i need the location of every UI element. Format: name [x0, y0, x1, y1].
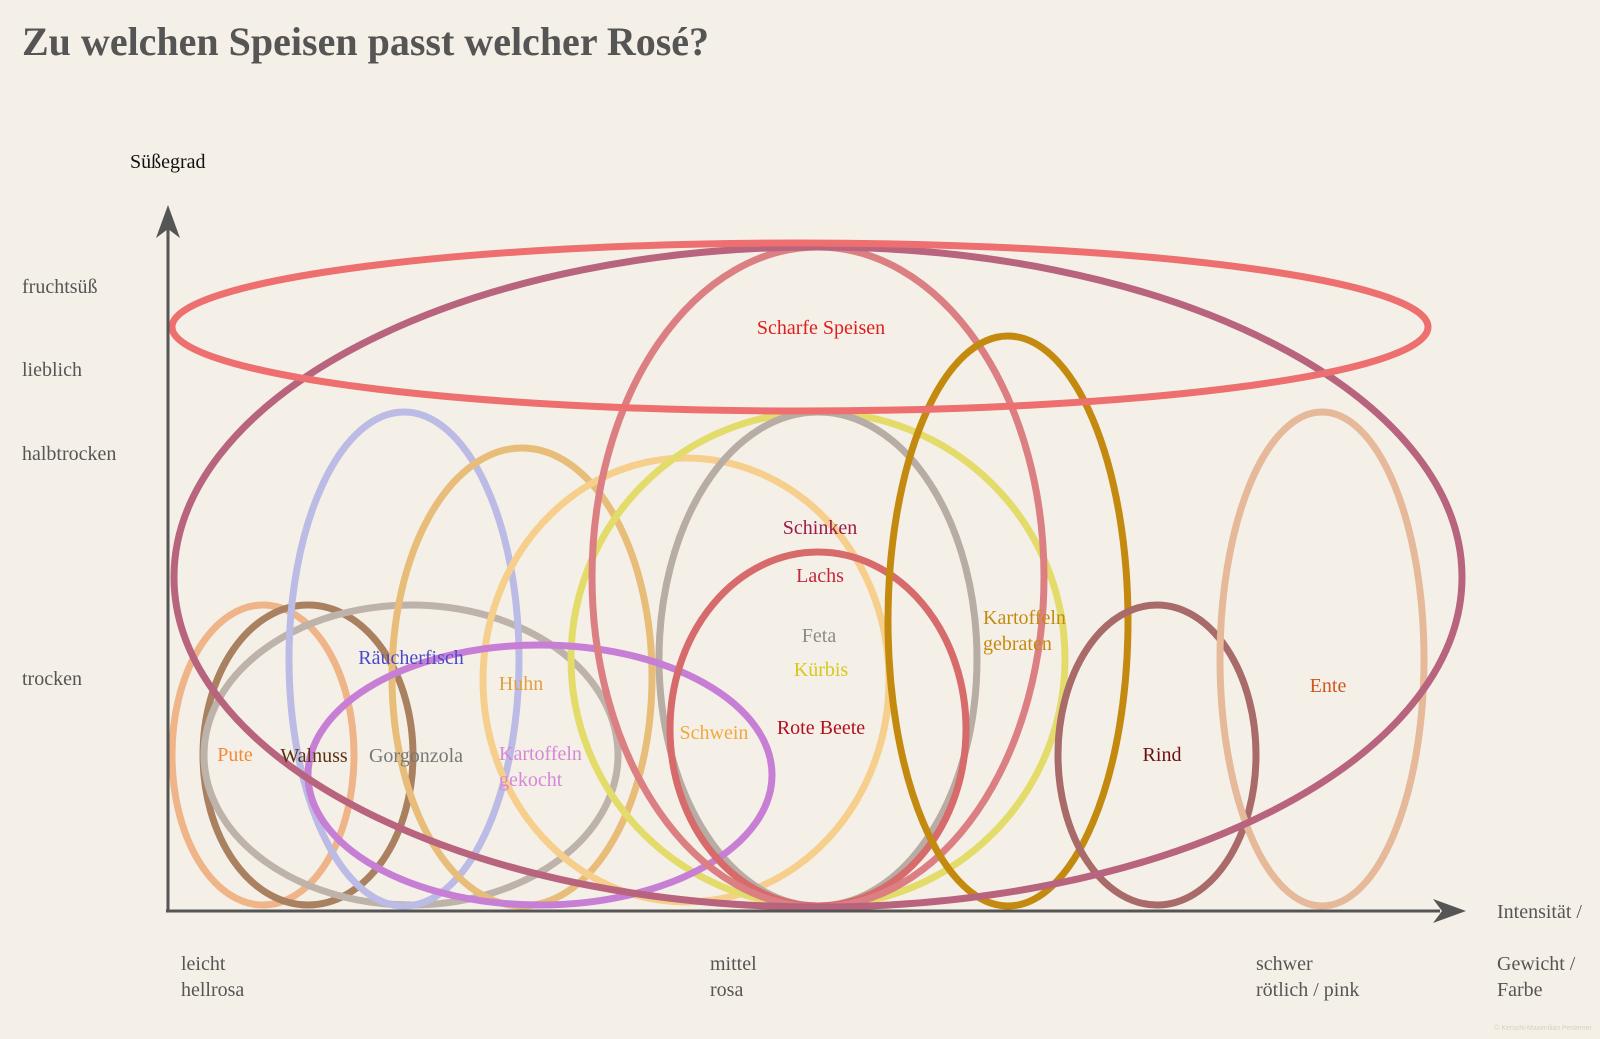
y-level-trocken: trocken — [22, 668, 82, 690]
food-label-rote-beete: Rote Beete — [777, 717, 865, 739]
y-axis-label: Süßegrad — [130, 151, 206, 173]
food-rings — [168, 239, 1466, 911]
x-axis-label-line2: Gewicht / — [1497, 953, 1576, 975]
axes — [156, 205, 1466, 923]
y-level-lieblich: lieblich — [22, 359, 82, 381]
food-label-kartoffeln-gebraten-line1: Kartoffeln — [983, 607, 1066, 629]
ring-ente — [1216, 408, 1428, 910]
x-level-schwer-line2: rötlich / pink — [1256, 979, 1359, 1001]
y-axis-arrow — [156, 205, 180, 238]
x-level-leicht-line1: leicht — [181, 953, 226, 975]
food-label-kuerbis: Kürbis — [794, 659, 849, 681]
x-axis-label-line3: Farbe — [1497, 979, 1543, 1001]
food-label-feta: Feta — [802, 625, 837, 647]
x-level-schwer-line1: schwer — [1256, 953, 1313, 975]
food-label-kartoffeln-gebraten-line2: gebraten — [983, 633, 1052, 655]
y-level-fruchtsuess: fruchtsüß — [22, 276, 98, 298]
food-label-huhn: Huhn — [499, 673, 543, 695]
x-level-mittel-line2: rosa — [710, 979, 743, 1001]
food-label-pute: Pute — [217, 744, 253, 766]
ring-scharfe-speisen — [168, 239, 1432, 415]
food-label-lachs: Lachs — [796, 565, 844, 587]
y-level-halbtrocken: halbtrocken — [22, 443, 116, 465]
food-label-kartoffeln-gekocht-line2: gekocht — [499, 769, 563, 791]
x-level-leicht-line2: hellrosa — [181, 979, 244, 1001]
food-label-ente: Ente — [1310, 675, 1347, 697]
ring-kartoffeln-gebraten — [884, 332, 1132, 910]
copyright-note: © Kerschi-Maximilian Pestemer — [1494, 1024, 1592, 1032]
food-label-schinken: Schinken — [783, 517, 857, 539]
food-label-rind: Rind — [1143, 744, 1182, 766]
food-label-raeucherfisch: Räucherfisch — [358, 647, 464, 669]
ring-schinken — [170, 243, 1466, 911]
x-axis-arrow — [1433, 899, 1466, 923]
ring-rind — [1054, 601, 1260, 909]
ring-raeucherfisch — [285, 408, 523, 910]
food-label-kartoffeln-gekocht-line1: Kartoffeln — [499, 743, 582, 765]
page-title: Zu welchen Speisen passt welcher Rosé? — [22, 19, 709, 64]
ring-pute — [168, 601, 358, 909]
x-axis-label-line1: Intensität / — [1497, 901, 1582, 923]
food-label-gorgonzola: Gorgonzola — [369, 745, 463, 767]
food-label-scharfe-speisen: Scharfe Speisen — [757, 317, 885, 339]
x-level-mittel-line1: mittel — [710, 953, 757, 975]
food-label-walnuss: Walnuss — [280, 745, 347, 767]
food-label-schwein: Schwein — [680, 722, 749, 744]
food-labels: Scharfe Speisen Schinken Lachs Feta Kürb… — [217, 317, 1346, 791]
